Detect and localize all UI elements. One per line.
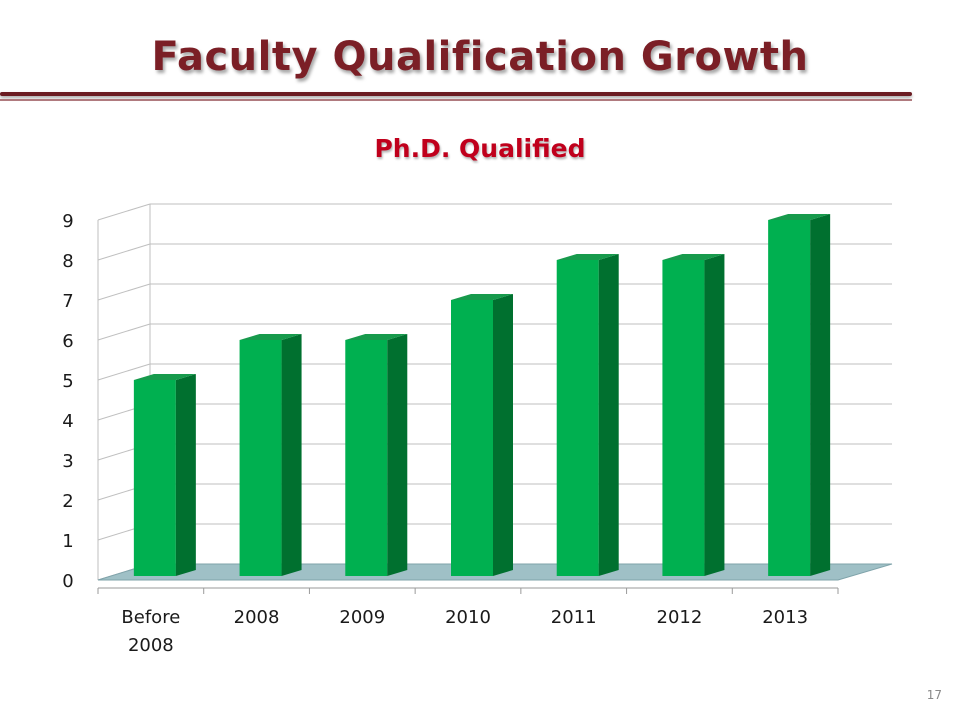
page-number: 17 — [926, 688, 942, 702]
y-tick-label: 0 — [62, 571, 73, 592]
chart-title: Ph.D. Qualified — [374, 134, 586, 163]
bar — [768, 220, 811, 576]
bar — [239, 340, 282, 576]
bar — [133, 380, 176, 576]
y-tick-label: 5 — [62, 371, 73, 392]
title-underline — [0, 92, 912, 96]
bar-side — [598, 254, 619, 576]
bar — [345, 340, 388, 576]
y-tick-label: 6 — [62, 331, 73, 352]
bar-top — [768, 214, 831, 220]
bar-side — [810, 214, 831, 576]
bar-top — [133, 374, 196, 380]
bar — [451, 300, 493, 576]
gridline-depth — [97, 203, 151, 221]
bar-side — [387, 334, 408, 576]
x-tick-label: 2009 — [339, 607, 385, 628]
slide-title: Faculty Qualification Growth — [151, 34, 809, 80]
bar-top — [239, 334, 302, 340]
bar — [662, 260, 705, 576]
gridline-depth — [97, 363, 151, 381]
y-tick-label: 2 — [62, 491, 73, 512]
bar-side — [493, 294, 513, 576]
y-tick-label: 4 — [62, 411, 73, 432]
bar-side — [704, 254, 725, 576]
bar-top — [662, 254, 725, 260]
gridline-depth — [97, 243, 151, 261]
y-tick-label: 8 — [62, 251, 73, 272]
x-tick-label: 2011 — [551, 607, 597, 628]
bar-side — [175, 374, 196, 576]
x-tick-label: Before 2008 — [121, 607, 180, 656]
gridline-depth — [97, 283, 151, 301]
y-tick-label: 3 — [62, 451, 73, 472]
x-tick-label: 2013 — [762, 607, 808, 628]
bar-top — [556, 254, 619, 260]
gridline-depth — [97, 323, 151, 341]
x-tick-label: 2012 — [657, 607, 703, 628]
bar-top — [345, 334, 408, 340]
y-tick-label: 7 — [62, 291, 73, 312]
x-tick-label: 2010 — [445, 607, 491, 628]
bar-top — [451, 294, 513, 300]
bar — [556, 260, 599, 576]
x-tick-label: 2008 — [234, 607, 280, 628]
y-tick-label: 1 — [62, 531, 73, 552]
title-underline-thin — [0, 99, 912, 101]
y-tick-label: 9 — [62, 211, 73, 232]
bar-side — [281, 334, 302, 576]
